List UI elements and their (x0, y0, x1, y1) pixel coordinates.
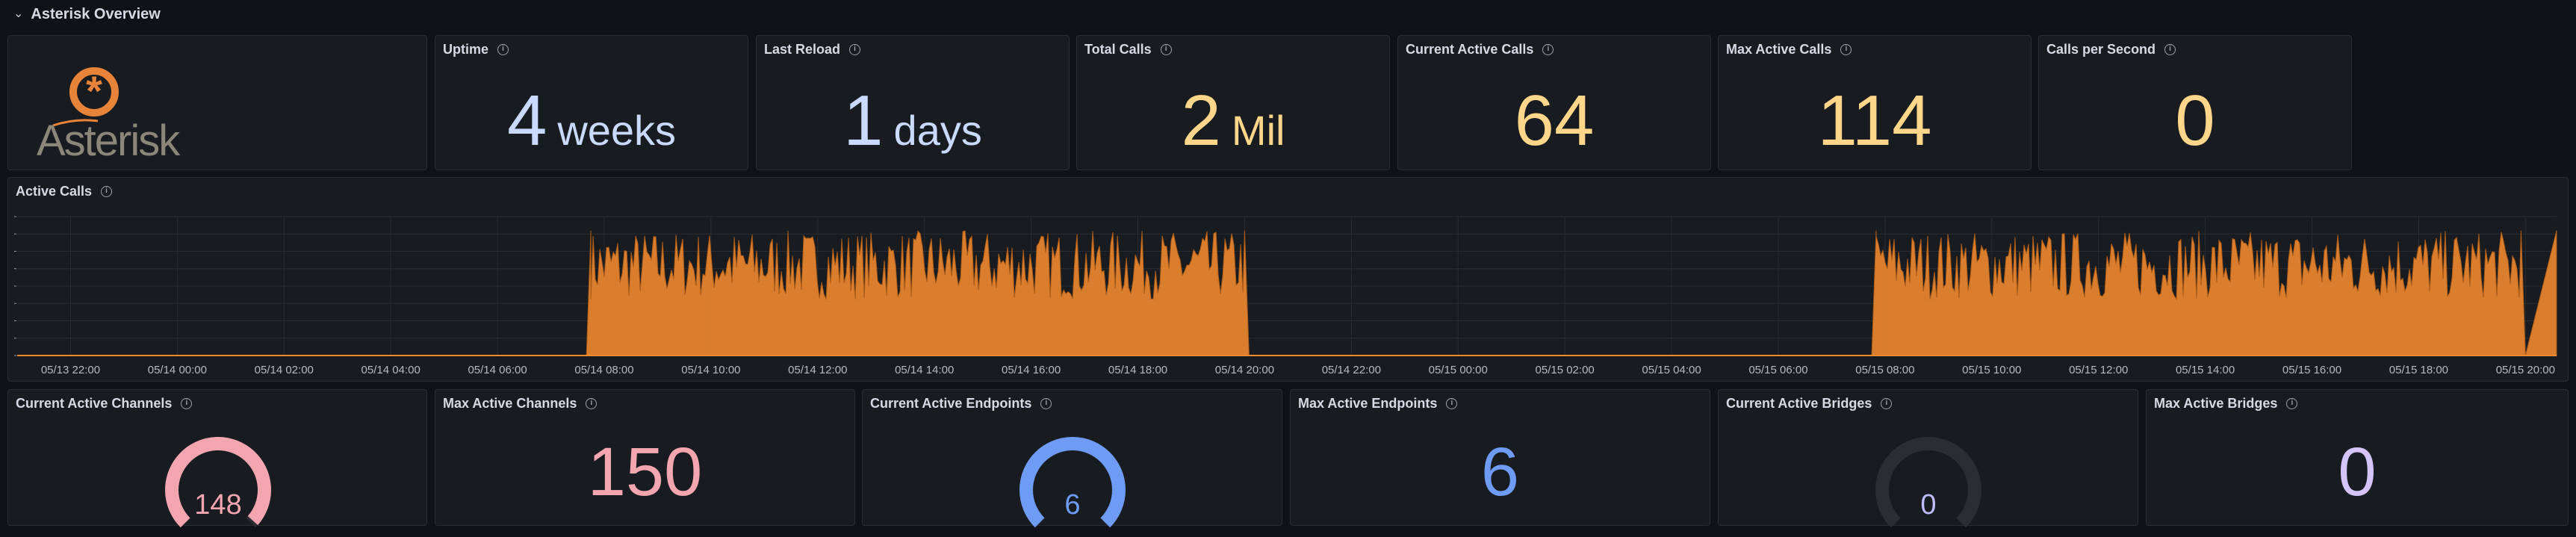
panel-title: Current Active Bridges (1726, 396, 1872, 411)
x-tick-label: 05/14 04:00 (361, 364, 420, 376)
panel-title: Current Active Endpoints (870, 396, 1032, 411)
panel-title: Max Active Bridges (2154, 396, 2278, 411)
x-tick-label: 05/14 02:00 (255, 364, 314, 376)
current-active-calls-panel: Current Active Calls i 64 (1397, 35, 1711, 170)
info-icon[interactable]: i (2286, 398, 2298, 409)
active-calls-area (17, 230, 2557, 356)
gauge-value: 148 (194, 489, 241, 521)
current-active-bridges-panel: Current Active Bridges i 0 (1718, 389, 2138, 527)
info-icon[interactable]: i (1881, 398, 1893, 409)
info-icon[interactable]: i (1160, 44, 1172, 55)
info-icon[interactable]: i (586, 398, 598, 409)
logo-text: Asterisk (37, 117, 181, 165)
gauge-value: 0 (1920, 489, 1936, 521)
x-tick-label: 05/14 12:00 (788, 364, 847, 376)
max-active-calls-value: 114 (1817, 81, 1932, 161)
x-tick-label: 05/14 10:00 (681, 364, 740, 376)
max-active-bridges-panel: Max Active Bridges i 0 (2146, 389, 2569, 526)
max-active-channels-value: 150 (587, 434, 703, 510)
info-icon[interactable]: i (497, 44, 509, 55)
panel-title: Active Calls (16, 184, 93, 199)
x-tick-label: 05/14 00:00 (148, 364, 207, 376)
chevron-down-icon[interactable]: ⌄ (13, 7, 24, 20)
x-tick-label: 05/15 16:00 (2282, 364, 2341, 376)
info-icon[interactable]: i (849, 44, 861, 55)
calls-per-second-panel: Calls per Second i 0 (2038, 35, 2352, 170)
max-active-bridges-value: 0 (2338, 434, 2377, 510)
row-header-asterisk-overview[interactable]: ⌄ Asterisk Overview (13, 1, 161, 27)
info-icon[interactable]: i (2164, 44, 2176, 55)
bridges-gauge: 0 (1875, 437, 1981, 527)
logo-panel: * Asterisk (7, 35, 427, 170)
x-tick-label: 05/15 10:00 (1962, 364, 2021, 376)
gauge-value: 6 (1064, 489, 1080, 521)
active-calls-panel: Active Calls i 05/13 22:00 05/14 00:00 05/1… (7, 177, 2569, 382)
panel-title: Last Reload (764, 42, 841, 57)
uptime-value: 4 weeks (506, 81, 677, 161)
active-calls-chart[interactable]: 05/13 22:00 05/14 00:00 05/14 02:00 05/14 0… (8, 178, 2568, 381)
asterisk-logo: * Asterisk (37, 67, 182, 165)
gauge-fill (1019, 437, 1126, 527)
last-reload-value: 1 days (843, 81, 982, 161)
current-active-endpoints-panel: Current Active Endpoints i 6 (862, 389, 1282, 527)
row-title: Asterisk Overview (31, 5, 161, 22)
panel-title: Uptime (443, 42, 489, 57)
svg-text:*: * (86, 67, 102, 114)
total-calls-value: 2 Mil (1181, 81, 1285, 161)
x-tick-label: 05/15 14:00 (2176, 364, 2235, 376)
endpoints-gauge: 6 (1019, 437, 1126, 527)
max-active-calls-panel: Max Active Calls i 114 (1718, 35, 2032, 170)
max-active-channels-panel: Max Active Channels i 150 (435, 389, 855, 526)
x-tick-label: 05/14 18:00 (1108, 364, 1167, 376)
current-active-calls-value: 64 (1514, 81, 1595, 161)
info-icon[interactable]: i (1542, 44, 1554, 55)
x-tick-label: 05/14 22:00 (1322, 364, 1381, 376)
calls-per-second-value: 0 (2175, 81, 2215, 161)
x-tick-label: 05/15 20:00 (2496, 364, 2555, 376)
x-tick-label: 05/14 20:00 (1215, 364, 1274, 376)
x-tick-label: 05/15 00:00 (1429, 364, 1488, 376)
info-icon[interactable]: i (1446, 398, 1458, 409)
max-active-endpoints-panel: Max Active Endpoints i 6 (1290, 389, 1710, 526)
x-tick-label: 05/15 02:00 (1536, 364, 1595, 376)
x-tick-label: 05/14 06:00 (468, 364, 527, 376)
info-icon[interactable]: i (1840, 44, 1852, 55)
panel-title: Max Active Calls (1726, 42, 1832, 57)
gauge-track (1875, 437, 1981, 527)
info-icon[interactable]: i (181, 398, 193, 409)
x-tick-label: 05/14 16:00 (1002, 364, 1061, 376)
x-tick-label: 05/15 06:00 (1748, 364, 1807, 376)
x-tick-label: 05/13 22:00 (41, 364, 100, 376)
info-icon[interactable]: i (101, 186, 113, 197)
last-reload-panel: Last Reload i 1 days (756, 35, 1070, 170)
x-tick-label: 05/15 08:00 (1855, 364, 1914, 376)
panel-title: Current Active Channels (16, 396, 173, 411)
uptime-panel: Uptime i 4 weeks (435, 35, 748, 170)
channels-gauge: 148 (165, 437, 271, 527)
x-tick-label: 05/14 08:00 (574, 364, 633, 376)
panel-title: Current Active Calls (1406, 42, 1534, 57)
panel-title: Max Active Endpoints (1298, 396, 1438, 411)
panel-title: Total Calls (1084, 42, 1152, 57)
info-icon[interactable]: i (1040, 398, 1052, 409)
x-tick-label: 05/14 14:00 (895, 364, 954, 376)
gauge-fill (165, 437, 271, 527)
max-active-endpoints-value: 6 (1480, 434, 1520, 510)
x-tick-label: 05/15 18:00 (2389, 364, 2448, 376)
panel-title: Max Active Channels (443, 396, 577, 411)
current-active-channels-panel: Current Active Channels i 148 (7, 389, 427, 527)
x-tick-label: 05/15 12:00 (2069, 364, 2128, 376)
x-tick-label: 05/15 04:00 (1642, 364, 1701, 376)
panel-title: Calls per Second (2046, 42, 2156, 57)
total-calls-panel: Total Calls i 2 Mil (1076, 35, 1390, 170)
